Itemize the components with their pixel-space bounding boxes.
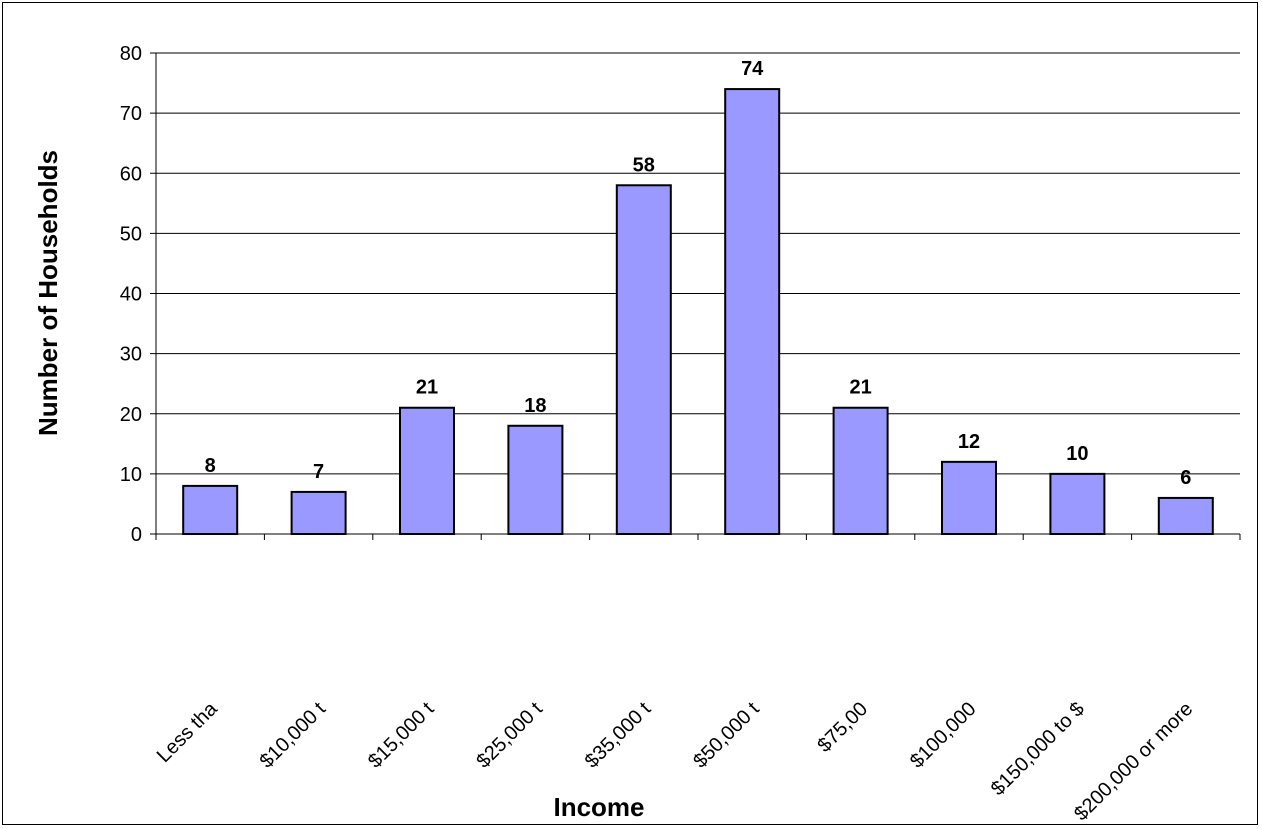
axes [150,52,1241,540]
bar [1049,472,1106,535]
x-tick-label: $10,000 t [256,698,331,773]
data-label: 7 [313,461,324,483]
data-label: 21 [416,377,438,399]
bar [290,490,347,536]
bar [507,424,564,535]
gridlines [156,52,1240,475]
data-label: 74 [741,58,764,80]
bar [399,406,455,535]
x-tick-label: $50,000 t [689,698,764,773]
y-tick-label: 80 [120,43,142,65]
data-label: 10 [1066,443,1088,465]
bar [724,88,781,535]
data-label: 12 [958,431,980,453]
y-tick-label: 60 [120,163,142,185]
bar [1157,496,1214,535]
x-tick-label: $200,000 or more [1070,698,1197,825]
x-tick-label: $25,000 t [472,698,547,773]
y-tick-label: 0 [131,524,142,546]
data-label: 8 [205,455,216,477]
y-axis-title: Number of Households [33,150,63,436]
y-tick-label: 30 [120,344,142,366]
x-tick-label: $75,00 [813,698,872,757]
bars [182,88,1214,536]
bar [941,460,997,536]
x-tick-label: $150,000 to $ [987,698,1089,800]
x-tick-label: $35,000 t [581,698,656,773]
y-tick-label: 10 [120,464,142,486]
x-tick-label: $15,000 t [364,698,439,773]
data-label: 58 [633,154,655,176]
bar [615,184,672,535]
data-label: 18 [524,395,546,417]
data-label: 21 [849,377,871,399]
data-label: 6 [1180,467,1191,489]
x-axis-title: Income [553,792,644,822]
bar [832,406,889,535]
bar [182,484,239,535]
y-tick-label: 40 [120,284,142,306]
y-tick-label: 20 [120,404,142,426]
x-tick-label: $100,000 [906,698,981,773]
x-tick-label: Less tha [153,697,223,767]
y-tick-label: 50 [120,223,142,245]
y-tick-label: 70 [120,103,142,125]
